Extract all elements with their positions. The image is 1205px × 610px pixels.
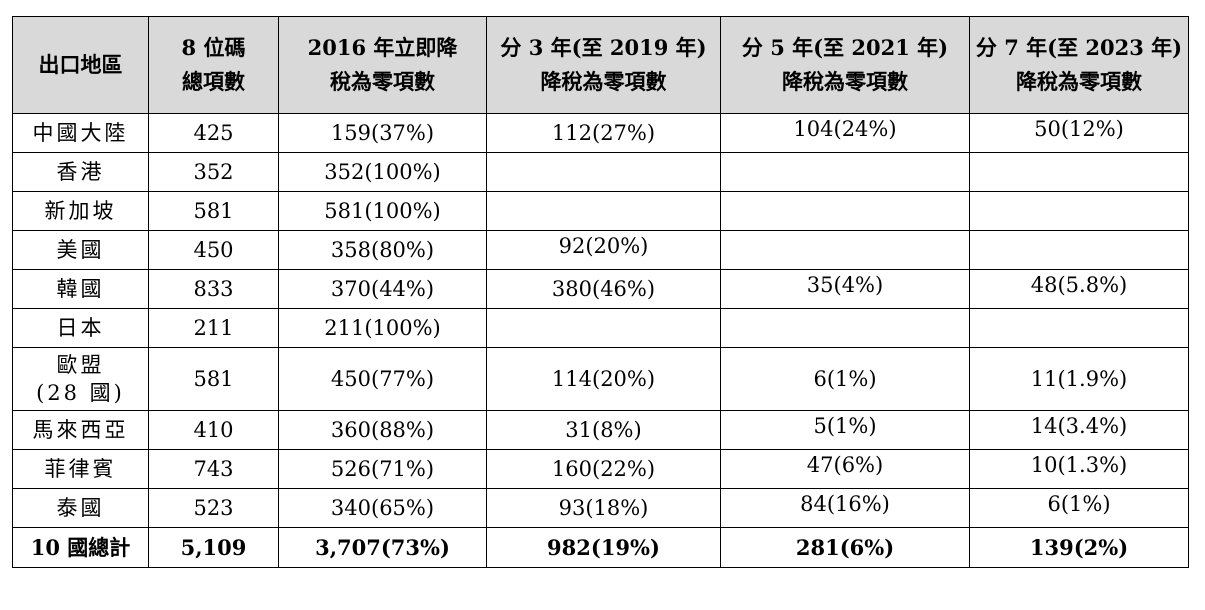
total-items-cell: 523 xyxy=(148,488,279,528)
y2016-cell: 370(44%) xyxy=(278,269,487,309)
y2023-cell: 14(3.4%) xyxy=(969,410,1189,450)
region-cell: 美國 xyxy=(12,230,149,270)
header-2016-immediate: 2016 年立即降 稅為零項數 xyxy=(278,16,487,114)
y2023-cell: 10(1.3%) xyxy=(969,449,1189,489)
header-5-year-2021: 分 5 年(至 2021 年) 降稅為零項數 xyxy=(720,16,970,114)
region-cell: 日本 xyxy=(12,308,149,348)
y2023-cell: 11(1.9%) xyxy=(969,347,1189,411)
table-row: 日本 211 211(100%) xyxy=(12,308,1189,348)
y2021-cell: 104(24%) xyxy=(720,113,970,153)
total-region-cell: 10 國總計 xyxy=(12,527,149,568)
header-7-year-2023: 分 7 年(至 2023 年) 降稅為零項數 xyxy=(969,16,1189,114)
y2021-cell: 35(4%) xyxy=(720,269,970,309)
y2019-cell xyxy=(486,308,721,348)
region-cell: 新加坡 xyxy=(12,191,149,231)
total-items-cell: 450 xyxy=(148,230,279,270)
total-items-cell: 352 xyxy=(148,152,279,192)
y2023-cell: 48(5.8%) xyxy=(969,269,1189,309)
region-cell: 中國大陸 xyxy=(12,113,149,153)
table-row: 韓國 833 370(44%) 380(46%) 35(4%) 48(5.8%) xyxy=(12,269,1189,309)
y2019-cell xyxy=(486,152,721,192)
table-row: 菲律賓 743 526(71%) 160(22%) 47(6%) 10(1.3%… xyxy=(12,449,1189,489)
y2016-cell: 159(37%) xyxy=(278,113,487,153)
y2019-cell: 92(20%) xyxy=(486,230,721,270)
table-row: 馬來西亞 410 360(88%) 31(8%) 5(1%) 14(3.4%) xyxy=(12,410,1189,450)
y2023-cell xyxy=(969,230,1189,270)
y2016-cell: 340(65%) xyxy=(278,488,487,528)
y2023-cell xyxy=(969,308,1189,348)
y2019-cell xyxy=(486,191,721,231)
y2016-cell: 450(77%) xyxy=(278,347,487,411)
header-3-year-2019: 分 3 年(至 2019 年) 降稅為零項數 xyxy=(486,16,721,114)
total-row: 10 國總計 5,109 3,707(73%) 982(19%) 281(6%)… xyxy=(12,527,1189,568)
table-row: 新加坡 581 581(100%) xyxy=(12,191,1189,231)
table-row: 中國大陸 425 159(37%) 112(27%) 104(24%) 50(1… xyxy=(12,113,1189,153)
y2016-cell: 211(100%) xyxy=(278,308,487,348)
y2021-cell: 47(6%) xyxy=(720,449,970,489)
region-cell: 歐盟 (28 國) xyxy=(12,347,149,411)
y2016-cell: 581(100%) xyxy=(278,191,487,231)
total-items-cell: 581 xyxy=(148,191,279,231)
total-items-cell: 743 xyxy=(148,449,279,489)
total-items-cell: 581 xyxy=(148,347,279,411)
y2019-cell: 93(18%) xyxy=(486,488,721,528)
y2023-cell xyxy=(969,152,1189,192)
header-export-region: 出口地區 xyxy=(12,16,149,114)
total-items-cell: 5,109 xyxy=(148,527,279,568)
total-items-cell: 211 xyxy=(148,308,279,348)
y2021-cell: 84(16%) xyxy=(720,488,970,528)
tariff-reduction-table: 出口地區 8 位碼 總項數 2016 年立即降 稅為零項數 分 3 年(至 20… xyxy=(12,16,1189,568)
y2019-cell: 31(8%) xyxy=(486,410,721,450)
region-cell: 菲律賓 xyxy=(12,449,149,489)
y2019-cell: 982(19%) xyxy=(486,527,721,568)
table-row: 香港 352 352(100%) xyxy=(12,152,1189,192)
header-total-items: 8 位碼 總項數 xyxy=(148,16,279,114)
total-items-cell: 425 xyxy=(148,113,279,153)
header-row: 出口地區 8 位碼 總項數 2016 年立即降 稅為零項數 分 3 年(至 20… xyxy=(12,16,1189,114)
y2023-cell: 139(2%) xyxy=(969,527,1189,568)
y2016-cell: 352(100%) xyxy=(278,152,487,192)
y2021-cell xyxy=(720,308,970,348)
table-row: 美國 450 358(80%) 92(20%) xyxy=(12,230,1189,270)
y2021-cell xyxy=(720,230,970,270)
y2023-cell xyxy=(969,191,1189,231)
y2021-cell: 5(1%) xyxy=(720,410,970,450)
y2019-cell: 160(22%) xyxy=(486,449,721,489)
y2023-cell: 6(1%) xyxy=(969,488,1189,528)
y2023-cell: 50(12%) xyxy=(969,113,1189,153)
table-row: 泰國 523 340(65%) 93(18%) 84(16%) 6(1%) xyxy=(12,488,1189,528)
y2021-cell: 6(1%) xyxy=(720,347,970,411)
y2016-cell: 358(80%) xyxy=(278,230,487,270)
y2021-cell xyxy=(720,191,970,231)
y2019-cell: 114(20%) xyxy=(486,347,721,411)
region-cell: 馬來西亞 xyxy=(12,410,149,450)
region-cell: 韓國 xyxy=(12,269,149,309)
y2019-cell: 380(46%) xyxy=(486,269,721,309)
y2019-cell: 112(27%) xyxy=(486,113,721,153)
total-items-cell: 833 xyxy=(148,269,279,309)
region-cell: 香港 xyxy=(12,152,149,192)
y2021-cell: 281(6%) xyxy=(720,527,970,568)
total-items-cell: 410 xyxy=(148,410,279,450)
region-cell: 泰國 xyxy=(12,488,149,528)
y2016-cell: 360(88%) xyxy=(278,410,487,450)
y2016-cell: 526(71%) xyxy=(278,449,487,489)
table-row: 歐盟 (28 國) 581 450(77%) 114(20%) 6(1%) 11… xyxy=(12,347,1189,411)
y2016-cell: 3,707(73%) xyxy=(278,527,487,568)
y2021-cell xyxy=(720,152,970,192)
